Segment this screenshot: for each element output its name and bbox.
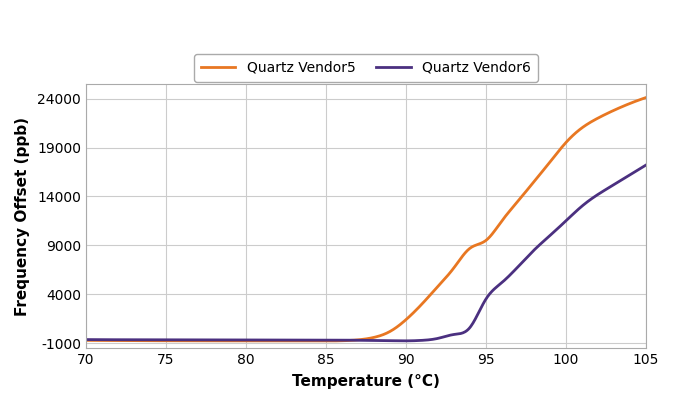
Line: Quartz Vendor5: Quartz Vendor5 <box>86 98 646 341</box>
Quartz Vendor6 <box>542 237 550 242</box>
Quartz Vendor5 <box>386 329 394 334</box>
X-axis label: Temperature (°C): Temperature (°C) <box>292 374 439 389</box>
Quartz Vendor6 <box>385 338 393 343</box>
Quartz Vendor5 <box>642 95 650 100</box>
Quartz Vendor5 <box>542 164 550 169</box>
Quartz Vendor6 <box>642 163 650 168</box>
Quartz Vendor6 <box>630 170 638 175</box>
Quartz Vendor6 <box>82 337 90 342</box>
Quartz Vendor6 <box>348 338 356 343</box>
Line: Quartz Vendor6: Quartz Vendor6 <box>86 165 646 341</box>
Y-axis label: Frequency Offset (ppb): Frequency Offset (ppb) <box>15 117 30 316</box>
Quartz Vendor5 <box>317 339 326 343</box>
Quartz Vendor6 <box>400 339 408 343</box>
Quartz Vendor6 <box>351 338 359 343</box>
Quartz Vendor5 <box>353 338 361 343</box>
Quartz Vendor5 <box>349 338 357 343</box>
Legend: Quartz Vendor5, Quartz Vendor6: Quartz Vendor5, Quartz Vendor6 <box>194 54 538 82</box>
Quartz Vendor5 <box>82 338 90 343</box>
Quartz Vendor6 <box>416 338 424 343</box>
Quartz Vendor5 <box>416 303 424 308</box>
Quartz Vendor5 <box>630 100 638 105</box>
